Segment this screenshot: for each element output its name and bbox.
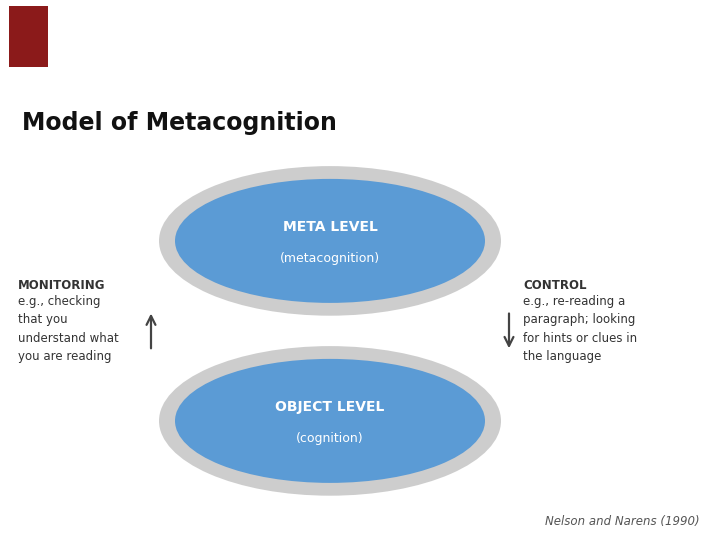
Ellipse shape	[175, 359, 485, 483]
Text: International Examinations: International Examinations	[56, 33, 150, 39]
Text: CONTROL: CONTROL	[523, 279, 587, 292]
Text: Model of Metacognition: Model of Metacognition	[22, 111, 337, 135]
Ellipse shape	[175, 179, 485, 303]
Ellipse shape	[159, 166, 501, 316]
Text: (metacognition): (metacognition)	[280, 252, 380, 265]
Bar	[9, 6, 48, 67]
Text: (cognition): (cognition)	[296, 433, 364, 446]
Text: Learn  •  Discover  •  Achieve: Learn • Discover • Achieve	[56, 55, 150, 60]
Text: OBJECT LEVEL: OBJECT LEVEL	[275, 400, 384, 414]
Text: e.g., re-reading a
paragraph; looking
for hints or clues in
the language: e.g., re-reading a paragraph; looking fo…	[523, 295, 637, 363]
Text: MONITORING: MONITORING	[18, 279, 106, 292]
Ellipse shape	[159, 346, 501, 496]
Text: Nelson and Narens (1990): Nelson and Narens (1990)	[545, 515, 700, 528]
Text: CAMBRIDGE: CAMBRIDGE	[56, 9, 140, 22]
Text: e.g., checking
that you
understand what
you are reading: e.g., checking that you understand what …	[18, 295, 119, 363]
Text: META LEVEL: META LEVEL	[282, 220, 377, 234]
